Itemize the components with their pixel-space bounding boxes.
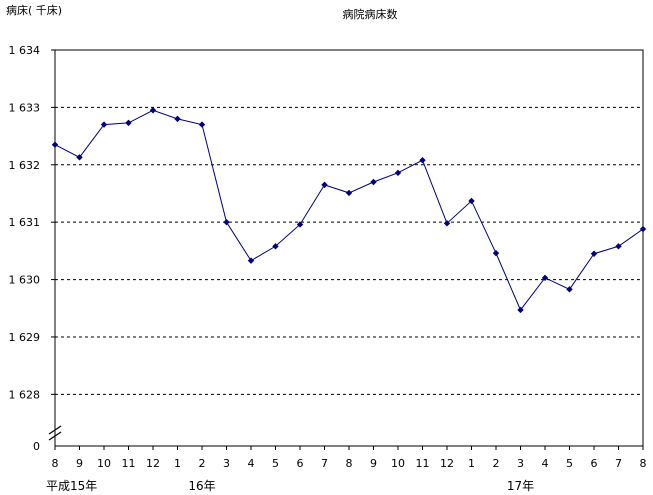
data-point xyxy=(541,274,549,282)
year-label: 16年 xyxy=(188,479,215,493)
y-tick-label: 1 633 xyxy=(9,101,41,114)
data-point xyxy=(639,225,647,233)
data-point xyxy=(321,181,328,189)
x-tick-label: 12 xyxy=(440,457,454,470)
x-tick-label: 1 xyxy=(174,457,181,470)
chart-title: 病院病床数 xyxy=(343,7,398,21)
data-point xyxy=(590,250,598,257)
x-tick-label: 7 xyxy=(615,457,622,470)
data-point xyxy=(492,249,500,257)
year-label: 17年 xyxy=(507,479,534,493)
axis-break-stroke xyxy=(48,431,62,441)
x-tick-label: 8 xyxy=(52,457,59,470)
data-point xyxy=(247,257,255,264)
data-point xyxy=(272,243,279,250)
x-tick-label: 6 xyxy=(591,457,598,470)
x-tick-label: 8 xyxy=(346,457,353,470)
x-tick-label: 8 xyxy=(640,457,647,470)
x-tick-label: 2 xyxy=(493,457,500,470)
plot-area xyxy=(54,49,644,447)
data-point xyxy=(296,221,304,228)
axis-break-stroke xyxy=(48,425,62,435)
data-point xyxy=(517,306,524,314)
x-tick-label: 2 xyxy=(199,457,206,470)
data-point xyxy=(223,218,230,226)
data-point xyxy=(394,169,402,177)
x-tick-label: 4 xyxy=(248,457,255,470)
x-tick-label: 11 xyxy=(416,457,430,470)
data-point xyxy=(566,286,573,293)
y-tick-label: 1 634 xyxy=(9,44,41,57)
x-tick-label: 4 xyxy=(542,457,549,470)
data-point xyxy=(345,189,353,197)
data-point xyxy=(370,178,377,186)
data-point xyxy=(174,115,181,123)
data-point xyxy=(468,197,475,205)
x-tick-label: 7 xyxy=(321,457,328,470)
axis-break-marker xyxy=(48,425,62,441)
data-point xyxy=(149,107,157,114)
year-labels: 平成15年 16年 17年 xyxy=(46,479,534,493)
x-tick-label: 10 xyxy=(97,457,111,470)
y-tick-label: 1 628 xyxy=(9,388,41,401)
y-tick-label: 1 632 xyxy=(9,159,41,172)
data-point xyxy=(125,119,132,127)
grid-lines xyxy=(55,106,643,395)
x-tick-label: 5 xyxy=(272,457,279,470)
x-tick-label: 11 xyxy=(122,457,136,470)
y-tick-label: 1 629 xyxy=(9,331,41,344)
x-tick-label: 5 xyxy=(566,457,573,470)
y-zero-label: 0 xyxy=(33,440,40,453)
data-point xyxy=(51,141,59,148)
y-tick-label: 1 630 xyxy=(9,274,41,287)
data-point xyxy=(419,156,426,164)
x-axis-ticks: 8 9 10 11 12 1 2 3 4 5 6 7 8 9 10 11 12 1 2 3 4 5 6 7 8 xyxy=(52,446,647,470)
x-tick-label: 10 xyxy=(391,457,405,470)
y-axis-ticks: 1 634 1 633 1 632 1 631 1 630 1 629 1 628 0 xyxy=(9,44,55,453)
data-point xyxy=(100,121,108,128)
x-tick-label: 9 xyxy=(370,457,377,470)
data-point xyxy=(443,220,451,227)
y-axis-label: 病床( 千床) xyxy=(6,3,62,17)
data-point xyxy=(76,154,83,161)
data-point xyxy=(198,121,206,128)
x-tick-label: 1 xyxy=(468,457,475,470)
series-markers xyxy=(51,107,647,314)
x-tick-label: 9 xyxy=(76,457,83,470)
y-tick-label: 1 631 xyxy=(9,216,41,229)
year-label: 平成15年 xyxy=(46,479,97,493)
x-tick-label: 3 xyxy=(517,457,524,470)
x-tick-label: 3 xyxy=(223,457,230,470)
x-tick-label: 6 xyxy=(297,457,304,470)
data-point xyxy=(615,243,622,250)
x-tick-label: 12 xyxy=(146,457,160,470)
